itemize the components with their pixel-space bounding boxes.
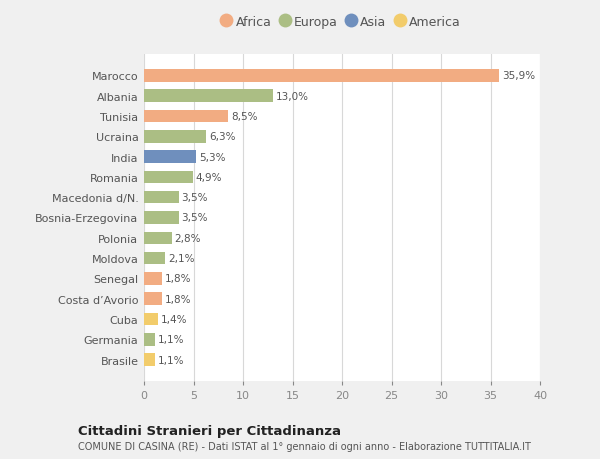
Bar (144, 70, 499, 83)
Bar (144, 333, 155, 346)
Text: 1,8%: 1,8% (165, 274, 191, 284)
Bar (144, 293, 162, 305)
Text: 3,5%: 3,5% (182, 193, 208, 203)
Bar (144, 232, 172, 245)
Text: 2,8%: 2,8% (175, 233, 201, 243)
Bar (144, 111, 228, 123)
Text: 8,5%: 8,5% (231, 112, 257, 122)
Bar (144, 171, 193, 184)
Text: 4,9%: 4,9% (196, 173, 222, 183)
Legend: Africa, Europa, Asia, America: Africa, Europa, Asia, America (223, 16, 461, 28)
Text: 6,3%: 6,3% (209, 132, 236, 142)
Text: 5,3%: 5,3% (199, 152, 226, 162)
Text: 3,5%: 3,5% (182, 213, 208, 223)
Bar (144, 353, 155, 366)
Bar (144, 252, 165, 265)
Text: 1,4%: 1,4% (161, 314, 187, 325)
Text: Cittadini Stranieri per Cittadinanza: Cittadini Stranieri per Cittadinanza (78, 424, 341, 437)
Text: COMUNE DI CASINA (RE) - Dati ISTAT al 1° gennaio di ogni anno - Elaborazione TUT: COMUNE DI CASINA (RE) - Dati ISTAT al 1°… (78, 441, 531, 451)
Bar (144, 131, 206, 143)
Bar (144, 151, 196, 163)
Bar (144, 212, 179, 224)
Text: 2,1%: 2,1% (168, 253, 194, 263)
Text: 1,1%: 1,1% (158, 355, 184, 365)
Text: 1,1%: 1,1% (158, 335, 184, 345)
Text: 13,0%: 13,0% (275, 91, 308, 101)
Bar (144, 313, 158, 325)
Bar (144, 90, 273, 103)
Bar (144, 191, 179, 204)
Text: 35,9%: 35,9% (502, 71, 536, 81)
Bar (144, 273, 162, 285)
Text: 1,8%: 1,8% (165, 294, 191, 304)
